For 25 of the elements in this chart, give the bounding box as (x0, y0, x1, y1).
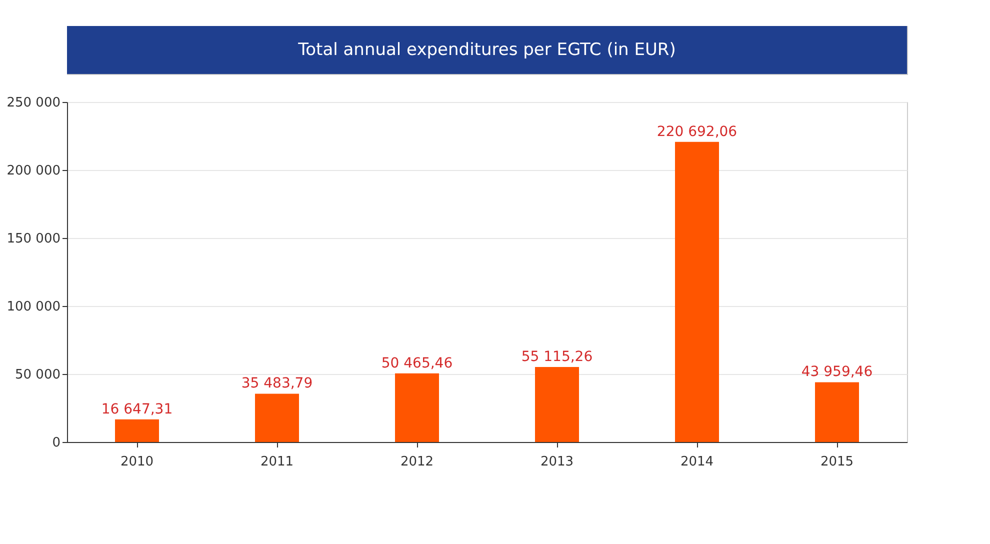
bar (815, 382, 859, 442)
data-label: 43 959,46 (801, 364, 873, 380)
data-label: 55 115,26 (521, 349, 593, 366)
bar (255, 394, 299, 442)
x-tick-label: 2013 (540, 454, 574, 470)
y-tick-label: 150 000 (6, 232, 60, 246)
x-tick-label: 2015 (820, 454, 854, 470)
x-tick-label: 2012 (400, 454, 434, 470)
y-tick-label: 0 (52, 436, 60, 450)
y-tick-label: 50 000 (15, 368, 60, 382)
bar (675, 142, 719, 442)
x-tick-label: 2010 (120, 454, 154, 470)
x-tick-label: 2014 (680, 454, 714, 470)
y-tick-label: 250 000 (6, 96, 60, 110)
data-label: 220 692,06 (656, 124, 738, 140)
chart-title: Total annual expenditures per EGTC (in EUR) (297, 40, 676, 60)
data-label: 16 647,31 (101, 401, 173, 418)
y-tick-label: 100 000 (6, 300, 60, 314)
y-tick-label: 200 000 (6, 164, 60, 178)
bar (395, 373, 439, 442)
data-label: 35 483,79 (241, 376, 313, 392)
bar (115, 419, 159, 442)
x-tick-label: 2011 (260, 454, 294, 470)
data-label: 50 465,46 (381, 355, 453, 372)
bar (535, 367, 579, 442)
